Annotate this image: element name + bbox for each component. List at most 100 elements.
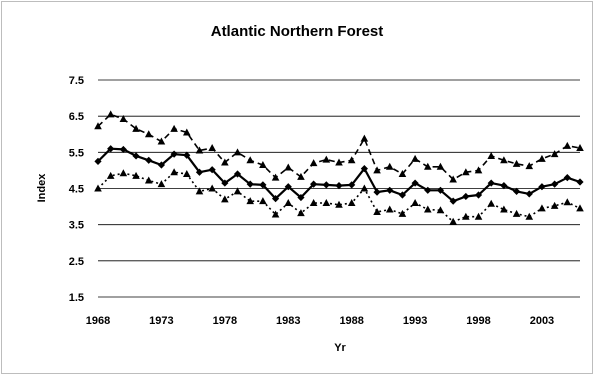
series-main-point xyxy=(563,174,571,182)
chart-title: Atlantic Northern Forest xyxy=(211,23,384,40)
series-main-point xyxy=(284,183,292,191)
series-main-point xyxy=(500,182,508,190)
series-lower-point xyxy=(157,180,166,188)
series-upper-point xyxy=(449,175,457,183)
x-tick-label: 1993 xyxy=(403,315,427,327)
series-lower-point xyxy=(170,168,178,176)
series-upper-point xyxy=(576,143,584,151)
series-upper-point xyxy=(500,156,508,164)
series-main-point xyxy=(398,191,407,199)
series-lower-point xyxy=(360,184,369,192)
series-lower-point xyxy=(144,176,153,184)
series-main-point xyxy=(525,190,533,198)
series-main-point xyxy=(322,181,330,189)
x-tick-label: 1973 xyxy=(149,315,173,327)
series-main-point xyxy=(348,181,356,189)
series-upper-point xyxy=(119,115,128,123)
series-main-point xyxy=(512,187,521,195)
series-main-point xyxy=(335,182,343,190)
y-tick-labels: 7.5 6.5 5.5 4.5 3.5 2.5 1.5 xyxy=(69,75,84,304)
series-lower xyxy=(94,168,584,225)
gridlines xyxy=(98,79,580,298)
y-tick-label: 5.5 xyxy=(69,147,84,159)
series-upper-point xyxy=(94,122,102,130)
series-upper-point xyxy=(221,158,229,166)
series-lower-point xyxy=(576,204,584,212)
series-main-point xyxy=(474,191,483,199)
series-upper-point xyxy=(462,168,470,176)
series-upper-point xyxy=(271,173,280,181)
series-lower-point xyxy=(512,209,521,217)
series-upper-point xyxy=(182,128,191,136)
series-main-point xyxy=(221,179,229,187)
series-lower-point xyxy=(563,198,572,206)
series-upper-point xyxy=(398,170,407,178)
series-upper-point xyxy=(297,172,305,180)
series-lower-point xyxy=(132,171,140,179)
series-lower-point xyxy=(385,205,394,213)
series-lower-point xyxy=(462,212,470,220)
series-lower-point xyxy=(500,205,508,213)
series-main-point xyxy=(259,181,267,189)
series-main-point xyxy=(233,170,242,178)
series-main-point xyxy=(107,145,115,153)
series-upper-point xyxy=(385,162,394,170)
series-upper-point xyxy=(512,159,521,167)
series-main-point xyxy=(145,156,153,164)
series-main-point xyxy=(436,186,445,194)
x-tick-label: 1983 xyxy=(276,315,300,327)
series-lower-point xyxy=(309,198,318,206)
series-lower-point xyxy=(423,205,432,213)
series-upper-point xyxy=(170,124,178,132)
series-upper-point xyxy=(195,146,204,154)
series-upper-point xyxy=(309,159,318,167)
series-main-point xyxy=(373,188,381,196)
series-lower-point xyxy=(271,210,280,218)
series-group xyxy=(94,110,584,225)
series-main-point xyxy=(246,180,254,188)
series-lower-point xyxy=(119,169,128,177)
series-main-point xyxy=(411,179,419,187)
series-main-point xyxy=(119,145,127,154)
x-tick-label: 2003 xyxy=(530,315,554,327)
series-upper-point xyxy=(525,162,534,170)
series-upper-point xyxy=(411,154,419,162)
series-upper-point xyxy=(347,156,356,164)
series-lower-point xyxy=(538,204,546,212)
series-upper-point xyxy=(538,154,546,162)
series-lower-point xyxy=(322,198,331,206)
series-upper-point xyxy=(474,166,483,174)
series-lower-point xyxy=(182,170,191,178)
series-upper-point xyxy=(208,143,216,151)
series-lower-point xyxy=(208,184,216,192)
x-axis-title: Yr xyxy=(334,342,346,354)
series-lower-line xyxy=(97,171,581,223)
series-upper-point xyxy=(233,148,242,156)
series-lower-point xyxy=(411,198,419,206)
y-tick-label: 6.5 xyxy=(69,111,84,123)
series-lower-point xyxy=(335,200,343,208)
series-main xyxy=(94,145,584,205)
series-main-point xyxy=(487,179,495,187)
y-tick-label: 2.5 xyxy=(69,256,84,268)
series-lower-point xyxy=(284,198,293,206)
series-main-point xyxy=(462,192,470,201)
series-main-point xyxy=(360,165,368,173)
series-upper-point xyxy=(563,141,572,149)
series-lower-point xyxy=(233,187,242,195)
series-lower-point xyxy=(525,212,534,220)
series-lower-point xyxy=(94,184,102,192)
series-upper-point xyxy=(487,151,496,159)
series-main-point xyxy=(195,168,204,176)
series-upper-point xyxy=(550,150,559,158)
series-upper xyxy=(94,110,584,183)
series-main-line xyxy=(97,147,581,203)
series-lower-point xyxy=(259,197,267,205)
series-main-point xyxy=(424,186,432,194)
x-tick-label: 1998 xyxy=(466,315,490,327)
series-lower-point xyxy=(474,212,483,220)
series-main-point xyxy=(449,197,457,205)
series-main-point xyxy=(132,152,140,160)
series-main-point xyxy=(157,161,166,169)
series-main-point xyxy=(551,180,559,188)
